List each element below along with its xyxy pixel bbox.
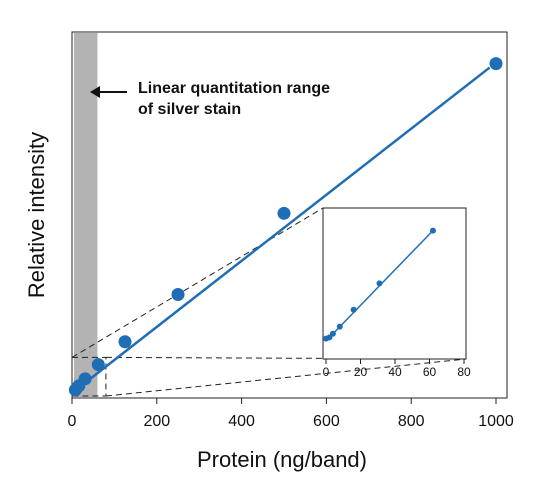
main-x-ticks: 0 200 400 600 800 1000 — [68, 398, 514, 430]
inset-x-tick-label: 20 — [354, 365, 368, 379]
zoom-line-bottom — [105, 358, 467, 397]
x-tick-label: 1000 — [478, 413, 514, 430]
data-point — [171, 288, 185, 301]
highlight-band — [74, 33, 98, 397]
annotation-arrow-shaft — [99, 91, 127, 93]
x-tick-label: 0 — [68, 413, 77, 430]
inset-x-ticks: 0 20 40 60 80 — [323, 359, 471, 379]
zoom-line-top — [71, 207, 324, 358]
inset-data-point — [336, 323, 343, 330]
y-axis-label: Relative intensity — [24, 132, 49, 298]
inset-data-point — [429, 227, 436, 234]
main-data-points — [68, 57, 503, 397]
inset-data-point — [329, 330, 336, 337]
inset-x-tick-label: 0 — [323, 365, 330, 379]
x-tick-label: 600 — [313, 413, 340, 430]
annotation-line-2: of silver stain — [138, 101, 242, 118]
annotation: Linear quantitation range of silver stai… — [138, 78, 330, 120]
zoom-box — [71, 356, 107, 397]
fit-line — [71, 66, 491, 394]
left-arrow-icon — [90, 86, 100, 98]
inset-data-points — [323, 227, 436, 342]
inset-x-tick-label: 60 — [423, 365, 437, 379]
inset-x-tick-label: 80 — [457, 365, 471, 379]
data-point — [91, 358, 105, 372]
data-point — [489, 57, 503, 71]
data-point — [78, 372, 92, 386]
x-tick-label: 800 — [398, 413, 425, 430]
inset-data-point — [376, 280, 383, 287]
x-axis-label: Protein (ng/band) — [197, 447, 367, 472]
main-fit-line — [71, 66, 491, 394]
x-tick-label: 400 — [228, 413, 255, 430]
inset-frame — [322, 207, 467, 360]
inset-x-tick-label: 40 — [388, 365, 402, 379]
data-point — [277, 206, 291, 220]
x-tick-label: 200 — [143, 413, 170, 430]
data-point — [118, 335, 132, 349]
plot-frame — [71, 31, 508, 399]
annotation-line-1: Linear quantitation range — [138, 80, 331, 97]
inset-data-point — [350, 306, 357, 313]
